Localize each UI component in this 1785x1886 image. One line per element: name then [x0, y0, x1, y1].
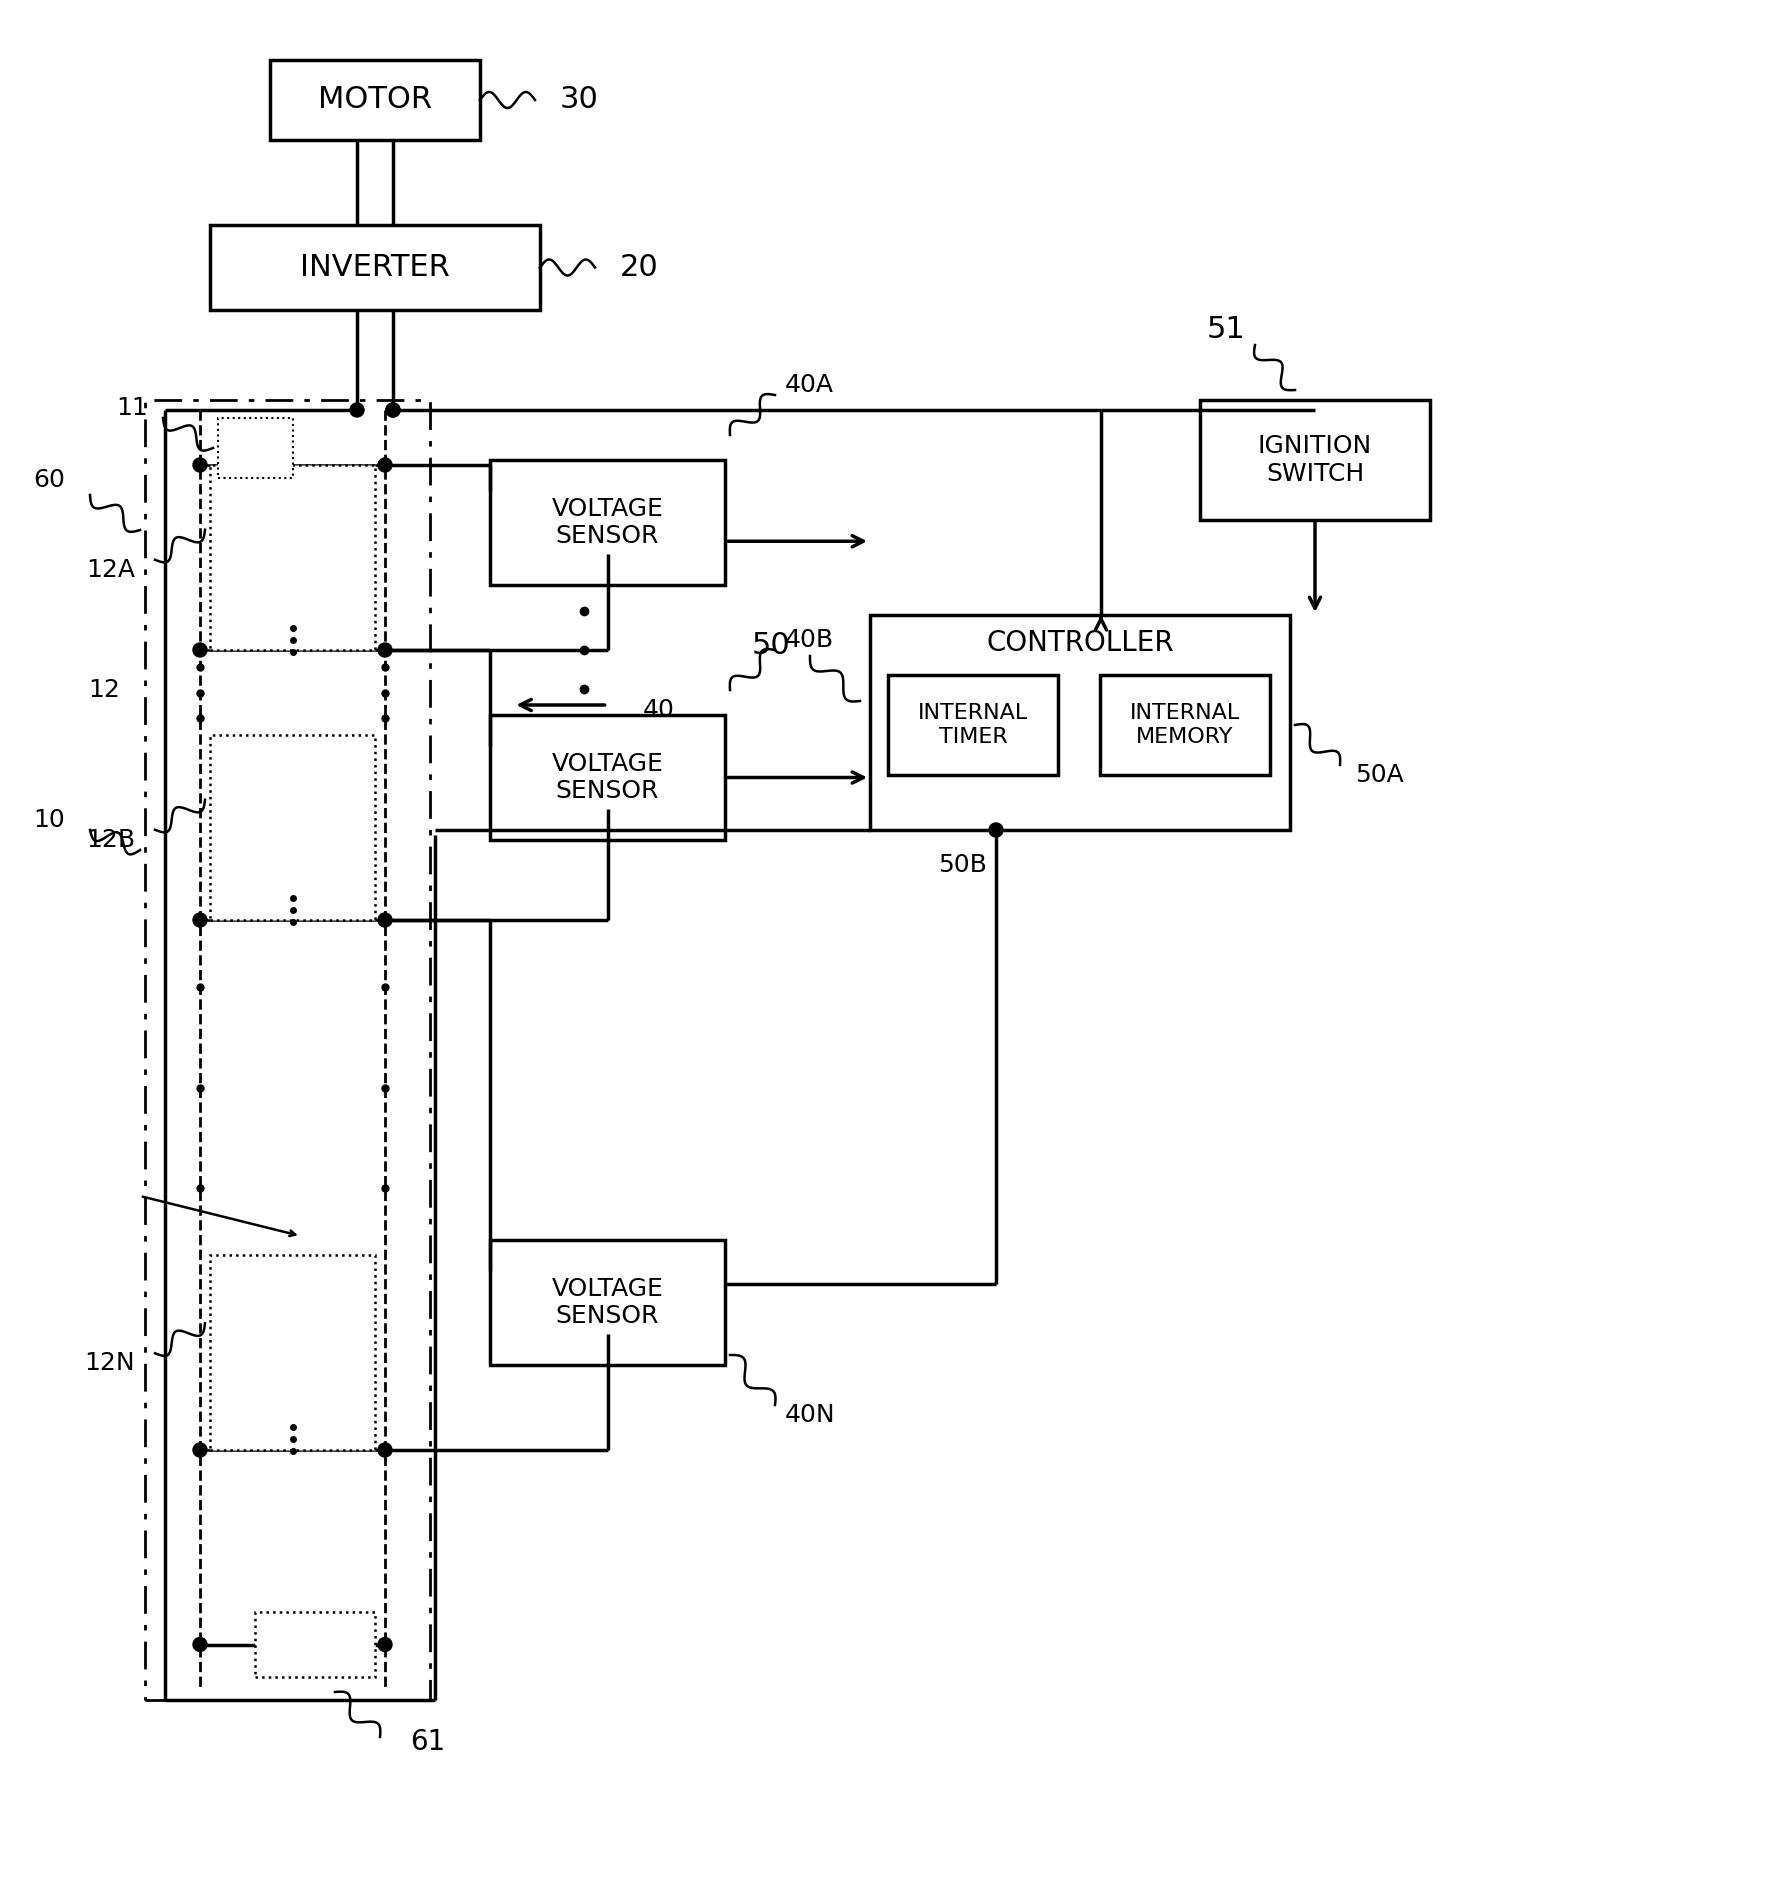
Text: 12B: 12B — [86, 828, 136, 852]
Text: MOTOR: MOTOR — [318, 85, 432, 115]
FancyBboxPatch shape — [211, 736, 375, 920]
Circle shape — [378, 1443, 393, 1458]
Circle shape — [193, 458, 207, 472]
FancyBboxPatch shape — [491, 460, 725, 585]
FancyBboxPatch shape — [211, 466, 375, 651]
Text: VOLTAGE
SENSOR: VOLTAGE SENSOR — [552, 496, 664, 549]
Text: 11: 11 — [116, 396, 148, 421]
FancyBboxPatch shape — [869, 615, 1291, 830]
Circle shape — [378, 643, 393, 656]
Text: 30: 30 — [560, 85, 600, 115]
Text: 10: 10 — [34, 807, 64, 832]
Text: 51: 51 — [1207, 315, 1244, 345]
Text: INTERNAL
MEMORY: INTERNAL MEMORY — [1130, 703, 1241, 747]
Text: INTERNAL
TIMER: INTERNAL TIMER — [917, 703, 1028, 747]
Text: 12A: 12A — [86, 558, 136, 581]
FancyBboxPatch shape — [255, 1613, 375, 1677]
Text: 12N: 12N — [84, 1350, 136, 1375]
Text: 60: 60 — [34, 468, 64, 492]
FancyBboxPatch shape — [491, 1239, 725, 1365]
Text: 50: 50 — [751, 632, 791, 660]
Circle shape — [378, 458, 393, 472]
Text: VOLTAGE
SENSOR: VOLTAGE SENSOR — [552, 753, 664, 803]
FancyBboxPatch shape — [491, 715, 725, 839]
Circle shape — [193, 913, 207, 928]
Text: VOLTAGE
SENSOR: VOLTAGE SENSOR — [552, 1277, 664, 1328]
Circle shape — [350, 404, 364, 417]
Text: 20: 20 — [619, 253, 659, 283]
Circle shape — [989, 822, 1003, 837]
Circle shape — [378, 1637, 393, 1652]
Circle shape — [378, 913, 393, 928]
FancyBboxPatch shape — [270, 60, 480, 140]
Text: 50B: 50B — [939, 852, 987, 877]
Circle shape — [193, 1637, 207, 1652]
Circle shape — [386, 404, 400, 417]
Text: 40N: 40N — [785, 1403, 835, 1428]
FancyBboxPatch shape — [211, 224, 541, 309]
Text: 50A: 50A — [1355, 764, 1403, 786]
Text: 40: 40 — [643, 698, 675, 722]
Text: INVERTER: INVERTER — [300, 253, 450, 283]
Text: 61: 61 — [411, 1728, 444, 1756]
Circle shape — [386, 404, 400, 417]
Text: 12: 12 — [87, 677, 120, 702]
Text: CONTROLLER: CONTROLLER — [985, 630, 1175, 656]
Circle shape — [193, 643, 207, 656]
FancyBboxPatch shape — [1100, 675, 1269, 775]
FancyBboxPatch shape — [887, 675, 1059, 775]
FancyBboxPatch shape — [1200, 400, 1430, 521]
Text: 40A: 40A — [785, 373, 834, 396]
Circle shape — [193, 1443, 207, 1458]
FancyBboxPatch shape — [211, 1254, 375, 1450]
Text: IGNITION
SWITCH: IGNITION SWITCH — [1258, 434, 1373, 487]
FancyBboxPatch shape — [218, 419, 293, 477]
Text: 40B: 40B — [785, 628, 834, 653]
